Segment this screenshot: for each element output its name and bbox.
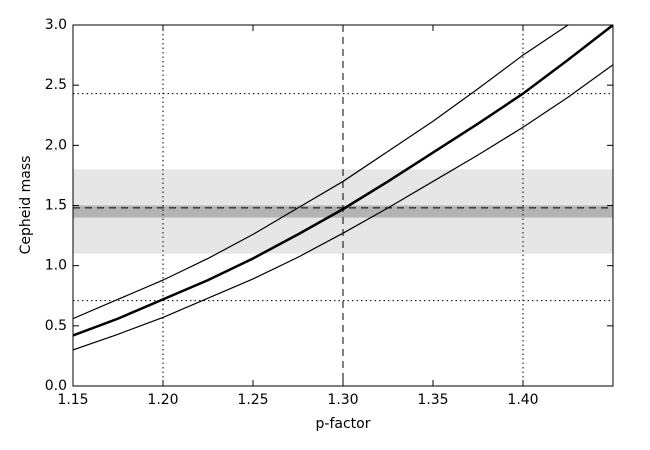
y-tick-label: 2.0 [45, 137, 67, 153]
x-tick-label: 1.15 [57, 392, 88, 408]
x-tick-label: 1.30 [327, 392, 358, 408]
x-tick-label: 1.25 [237, 392, 268, 408]
y-tick-label: 0.5 [45, 318, 67, 334]
y-tick-label: 3.0 [45, 17, 67, 33]
curve [73, 25, 613, 337]
y-tick-label: 2.5 [45, 77, 67, 93]
x-axis-label: p-factor [316, 416, 371, 432]
y-tick-label: 1.0 [45, 258, 67, 274]
x-tick-label: 1.35 [417, 392, 448, 408]
y-tick-label: 1.5 [45, 198, 67, 214]
curve [73, 25, 569, 320]
y-tick-label: 0.0 [45, 378, 67, 394]
curve [73, 64, 613, 351]
x-tick-label: 1.40 [507, 392, 538, 408]
x-tick-label: 1.20 [147, 392, 178, 408]
y-axis-label: Cepheid mass [18, 156, 34, 255]
plot-area [73, 25, 613, 386]
